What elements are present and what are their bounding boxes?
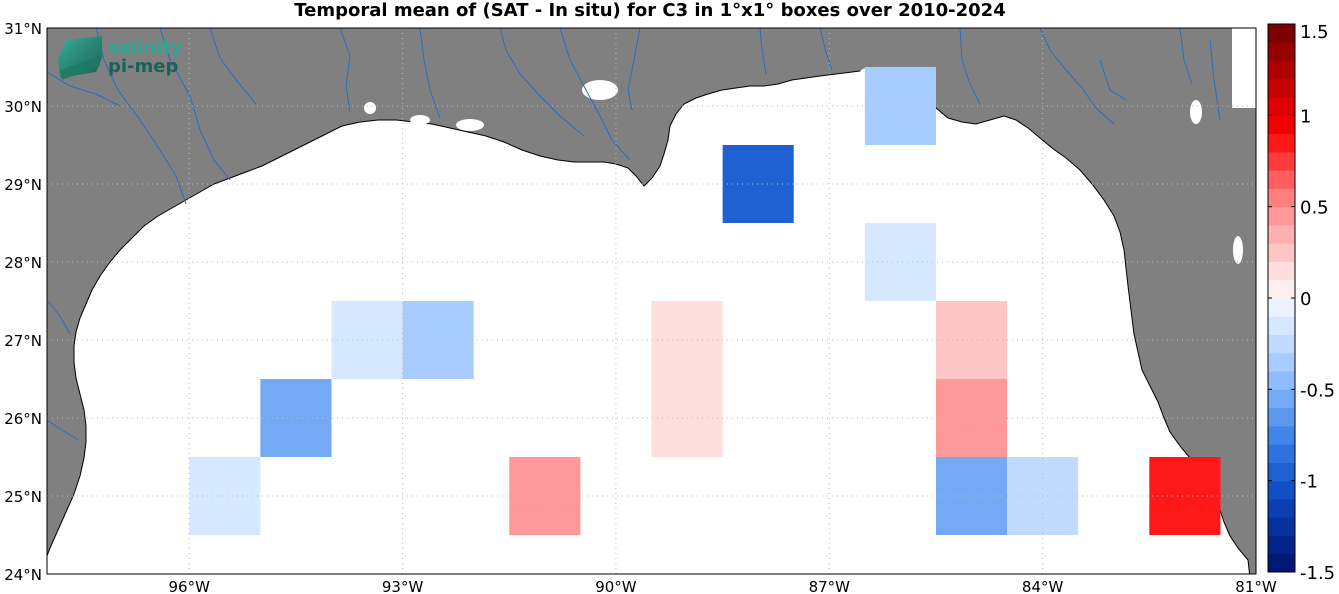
- colorbar-step: [1268, 553, 1295, 573]
- lat-tick-label: 25°N: [4, 488, 42, 506]
- lon-tick-label: 87°W: [809, 578, 851, 594]
- heatmap-cell: [402, 301, 474, 379]
- colorbar-step: [1268, 42, 1295, 62]
- lat-tick-label: 27°N: [4, 332, 42, 350]
- lon-tick-label: 93°W: [382, 578, 424, 594]
- bay-1: [582, 80, 618, 100]
- bay-4: [364, 102, 376, 114]
- lon-tick-label: 84°W: [1022, 578, 1064, 594]
- longitude-axis: 96°W 93°W 90°W 87°W 84°W 81°W: [169, 578, 1277, 594]
- lat-tick-label: 24°N: [4, 566, 42, 584]
- salinity-pi-mep-logo: [58, 36, 102, 80]
- lat-tick-label: 29°N: [4, 176, 42, 194]
- colorbar-step: [1268, 535, 1295, 555]
- bay-2: [456, 119, 484, 131]
- ocean-east-edge: [1232, 28, 1256, 108]
- colorbar-step: [1268, 425, 1295, 445]
- colorbar-tick-label: -1: [1300, 472, 1318, 493]
- heatmap-cell: [864, 223, 936, 301]
- colorbar-step: [1268, 407, 1295, 427]
- colorbar-step: [1268, 170, 1295, 189]
- colorbar-step: [1268, 261, 1295, 281]
- colorbar-step: [1268, 498, 1295, 518]
- colorbar-step: [1268, 279, 1295, 299]
- lat-tick-label: 28°N: [4, 254, 42, 272]
- colorbar-step: [1268, 352, 1295, 372]
- chart-title: Temporal mean of (SAT - In situ) for C3 …: [294, 0, 1006, 21]
- colorbar-step: [1268, 462, 1295, 482]
- bay-7: [1233, 236, 1243, 264]
- colorbar-step: [1268, 243, 1295, 262]
- colorbar-tick-label: 1: [1300, 106, 1311, 127]
- colorbar-step: [1268, 97, 1295, 116]
- colorbar: [1268, 24, 1295, 573]
- colorbar-step: [1268, 389, 1295, 409]
- logo-line1: salinity: [108, 37, 183, 58]
- bay-3: [410, 115, 430, 125]
- heatmap-cell: [1149, 457, 1221, 535]
- colorbar-tick-label: -0.5: [1300, 380, 1335, 401]
- bay-6: [1190, 100, 1202, 124]
- colorbar-step: [1268, 78, 1295, 98]
- colorbar-step: [1268, 206, 1295, 226]
- colorbar-step: [1268, 115, 1295, 135]
- colorbar-step: [1268, 517, 1295, 536]
- colorbar-tick-label: 0.5: [1300, 198, 1329, 219]
- colorbar-step: [1268, 151, 1295, 171]
- colorbar-step: [1268, 24, 1295, 43]
- colorbar-step: [1268, 60, 1295, 80]
- colorbar-step: [1268, 298, 1295, 317]
- colorbar-step: [1268, 371, 1295, 390]
- colorbar-ticks: 1.5 1 0.5 0 -0.5 -1 -1.5: [1268, 22, 1335, 584]
- lat-tick-label: 30°N: [4, 98, 42, 116]
- heatmap-cell: [260, 379, 332, 457]
- heatmap-cell: [722, 145, 794, 223]
- heatmap-cells: [189, 67, 1221, 535]
- colorbar-tick-label: 1.5: [1300, 22, 1329, 43]
- rivers: [47, 28, 1221, 441]
- colorbar-step: [1268, 480, 1295, 500]
- map-frame: [46, 27, 1257, 575]
- colorbar-step: [1268, 188, 1295, 208]
- heatmap-cell: [189, 457, 261, 535]
- lon-tick-label: 96°W: [169, 578, 211, 594]
- colorbar-tick-label: 0: [1300, 289, 1311, 310]
- colorbar-step: [1268, 316, 1295, 336]
- latitude-axis: 24°N 25°N 26°N 27°N 28°N 29°N 30°N 31°N: [4, 20, 42, 584]
- heatmap-cell: [935, 379, 1008, 457]
- map-grid: [47, 28, 1256, 574]
- colorbar-step: [1268, 334, 1295, 354]
- heatmap-cell: [509, 457, 581, 535]
- lon-tick-label: 81°W: [1235, 578, 1277, 594]
- heatmap-cell: [935, 457, 1008, 535]
- heatmap-cell: [935, 301, 1008, 379]
- lat-tick-label: 31°N: [4, 20, 42, 38]
- logo-line2: pi-mep: [108, 56, 178, 77]
- land-gulf-coast: [47, 28, 1256, 574]
- colorbar-step: [1268, 133, 1295, 153]
- colorbar-step: [1268, 444, 1295, 463]
- lon-tick-label: 90°W: [595, 578, 637, 594]
- lat-tick-label: 26°N: [4, 410, 42, 428]
- logo-mark-wave: [60, 56, 100, 80]
- colorbar-step: [1268, 224, 1295, 244]
- colorbar-tick-label: -1.5: [1300, 563, 1335, 584]
- heatmap-cell: [864, 67, 936, 145]
